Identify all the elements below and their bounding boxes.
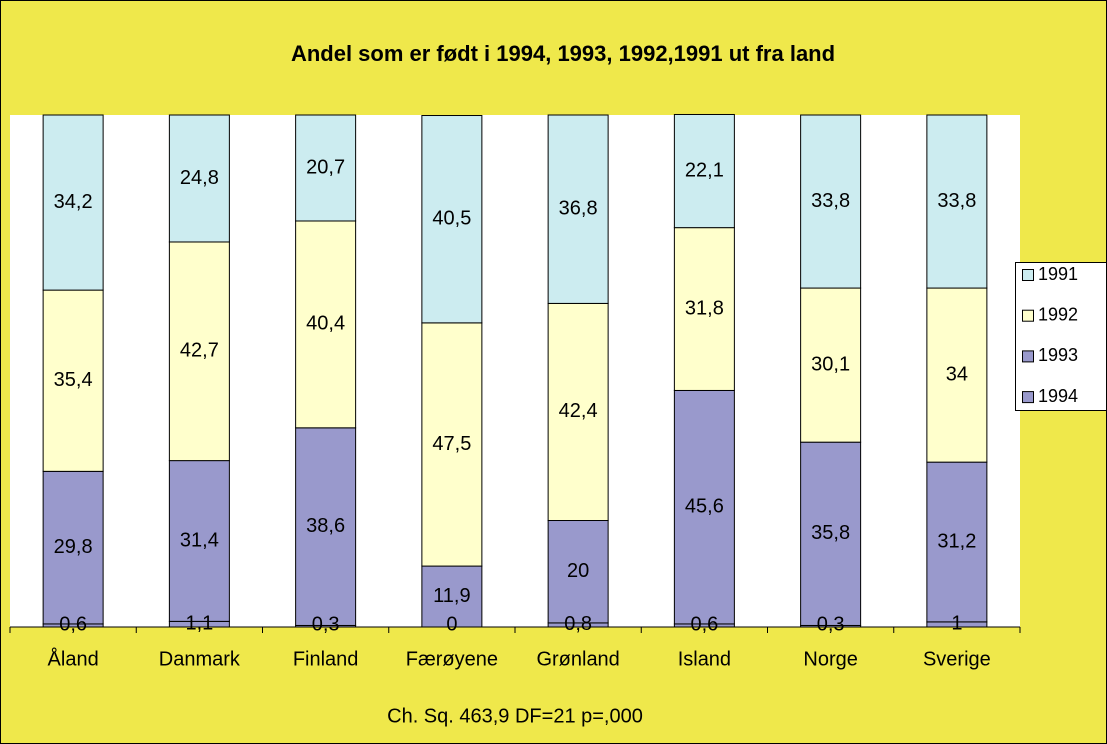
data-label: 47,5 xyxy=(432,433,471,455)
data-label: 40,4 xyxy=(306,313,345,335)
data-label: 0,8 xyxy=(564,613,592,635)
data-label: 40,5 xyxy=(432,207,471,229)
data-label: 31,4 xyxy=(180,529,219,551)
bar-segment xyxy=(168,114,230,243)
data-label: 0 xyxy=(446,613,457,635)
x-tick-label: Færøyene xyxy=(406,648,498,670)
x-tick-label: Danmark xyxy=(159,648,241,670)
x-tick-label: Sverige xyxy=(923,648,991,670)
data-label: 20,7 xyxy=(306,156,345,178)
legend xyxy=(1015,262,1107,411)
data-label: 34,2 xyxy=(54,191,93,213)
legend-label: 1992 xyxy=(1038,304,1078,324)
x-tick-label: Finland xyxy=(293,648,359,670)
bar-segment xyxy=(673,227,735,391)
bar-segment xyxy=(800,287,862,443)
legend-swatch xyxy=(1022,269,1034,281)
data-label: 36,8 xyxy=(559,197,598,219)
bar-segment xyxy=(42,114,104,291)
data-label: 31,8 xyxy=(685,297,724,319)
x-tick-label: Grønland xyxy=(536,648,619,670)
annotation: Ch. Sq. 463,9 DF=21 p=,000 xyxy=(387,705,643,727)
data-label: 24,8 xyxy=(180,167,219,189)
data-label: 30,1 xyxy=(811,353,850,375)
data-label: 34 xyxy=(946,363,968,385)
legend-label: 1993 xyxy=(1038,345,1078,365)
data-label: 33,8 xyxy=(937,190,976,212)
chart-title: Andel som er født i 1994, 1993, 1992,199… xyxy=(291,41,835,66)
x-tick-label: Island xyxy=(678,648,731,670)
x-tick-label: Norge xyxy=(803,648,857,670)
bar-segment xyxy=(926,461,988,623)
x-tick-label: Åland xyxy=(48,647,99,670)
data-label: 42,4 xyxy=(559,400,598,422)
data-label: 20 xyxy=(567,560,589,582)
bar-segment xyxy=(295,220,357,429)
bar-segment xyxy=(295,114,357,222)
bar-segment xyxy=(673,113,735,229)
data-label: 38,6 xyxy=(306,515,345,537)
bar-segment xyxy=(421,115,483,324)
bar-segment xyxy=(800,441,862,626)
data-label: 11,9 xyxy=(433,585,470,607)
bar-segment xyxy=(168,241,230,462)
data-label: 29,8 xyxy=(54,536,93,558)
plot-area xyxy=(10,115,1020,627)
data-label: 35,4 xyxy=(54,369,93,391)
data-label: 0,3 xyxy=(312,613,340,635)
data-label: 1,1 xyxy=(185,612,213,634)
legend-swatch xyxy=(1022,350,1034,363)
legend-swatch xyxy=(1022,391,1034,404)
data-label: 22,1 xyxy=(685,159,724,181)
bar-segment xyxy=(421,322,483,567)
bar-segment xyxy=(547,114,609,304)
legend-label: 1991 xyxy=(1038,264,1078,284)
bar-segment xyxy=(926,114,988,289)
legend-swatch xyxy=(1022,309,1034,322)
bar-segment xyxy=(800,114,862,289)
data-label: 0,6 xyxy=(59,613,87,635)
data-label: 0,6 xyxy=(690,613,718,635)
data-label: 35,8 xyxy=(811,522,850,544)
bar-segment xyxy=(42,470,104,625)
legend-label: 1994 xyxy=(1038,386,1078,406)
bar-segment xyxy=(547,302,609,522)
data-label: 0,3 xyxy=(817,613,845,635)
bar-segment xyxy=(421,565,483,628)
bar-segment xyxy=(673,389,735,625)
bar-segment xyxy=(295,427,357,626)
bar-segment xyxy=(42,289,104,472)
data-label: 1 xyxy=(951,613,962,635)
data-label: 42,7 xyxy=(180,340,219,362)
data-label: 33,8 xyxy=(811,190,850,212)
data-label: 31,2 xyxy=(937,530,976,552)
data-label: 45,6 xyxy=(685,495,724,517)
